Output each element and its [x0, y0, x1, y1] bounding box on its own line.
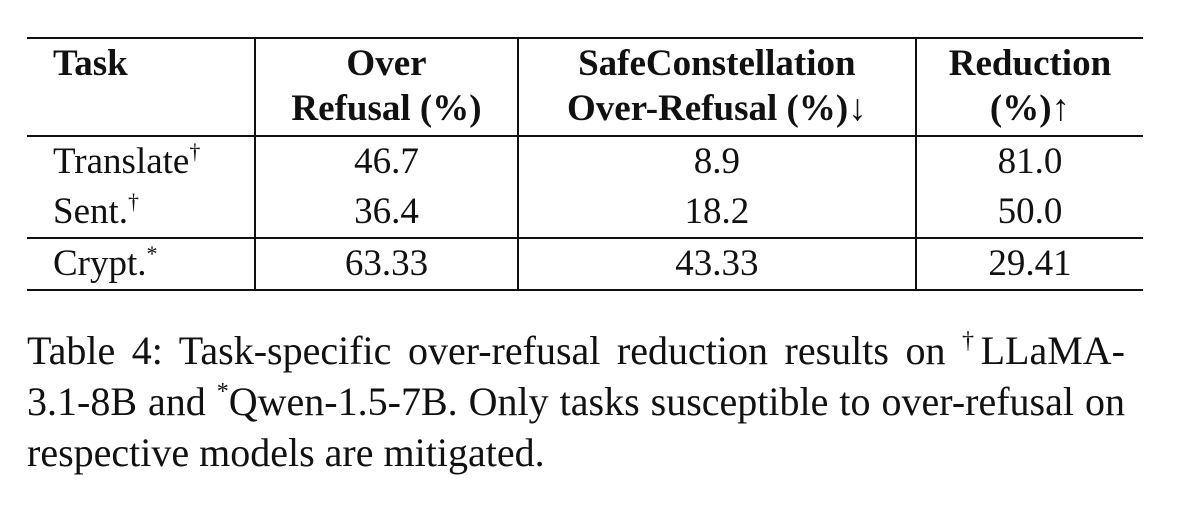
header-cell: Over Refusal (%) — [254, 37, 518, 137]
header-row: Task Over Refusal (%) SafeConstellation Over… — [27, 37, 1143, 137]
model-mark: † — [128, 189, 140, 214]
value-cell: 8.9 — [516, 136, 916, 187]
table-row: Crypt.* 63.33 43.33 29.41 — [27, 237, 1143, 291]
caption-text: Table 4: Task-specific over-refusal redu… — [27, 328, 963, 373]
task-cell: Sent.† — [27, 187, 255, 238]
header-line: SafeConstellation — [578, 43, 856, 84]
caption-text: LLaMA-3.1-8B and — [27, 328, 1125, 424]
value-cell: 50.0 — [914, 187, 1143, 238]
value-cell: 36.4 — [254, 187, 518, 238]
model-mark: * — [146, 241, 158, 266]
header-line: Over-Refusal (%)↓ — [567, 88, 867, 129]
table-row: Translate† 46.7 8.9 81.0 — [27, 136, 1143, 187]
header-cell: Task — [27, 37, 256, 137]
results-table: Task Over Refusal (%) SafeConstellation Over… — [27, 37, 1143, 291]
value-cell: 46.7 — [254, 136, 518, 187]
header-cell: SafeConstellation Over-Refusal (%)↓ — [516, 37, 916, 137]
header-cell: Reduction (%)↑ — [914, 37, 1143, 137]
value-cell: 63.33 — [254, 237, 518, 291]
header-line: Over — [346, 43, 427, 84]
caption-mark: * — [216, 379, 229, 405]
value-cell: 18.2 — [516, 187, 916, 238]
task-cell: Crypt.* — [27, 237, 256, 291]
header-line: Task — [53, 43, 128, 84]
value-cell: 81.0 — [914, 136, 1143, 187]
header-line: Refusal (%) — [291, 88, 482, 129]
header-line: (%)↑ — [989, 88, 1071, 129]
caption-text: Qwen-1.5-7B. Only tasks susceptible to o… — [27, 379, 1125, 475]
value-cell: 29.41 — [914, 237, 1143, 291]
model-mark: † — [189, 139, 201, 164]
header-line: Reduction — [948, 43, 1112, 84]
caption: Table 4: Task-specific over-refusal redu… — [27, 325, 1125, 478]
task-name: Sent. — [53, 191, 129, 232]
task-name: Translate — [53, 141, 190, 182]
table-row: Sent.† 36.4 18.2 50.0 — [27, 187, 1143, 238]
task-cell: Translate† — [27, 136, 255, 187]
task-name: Crypt. — [53, 243, 147, 284]
value-cell: 43.33 — [516, 237, 916, 291]
caption-mark: † — [962, 328, 981, 354]
